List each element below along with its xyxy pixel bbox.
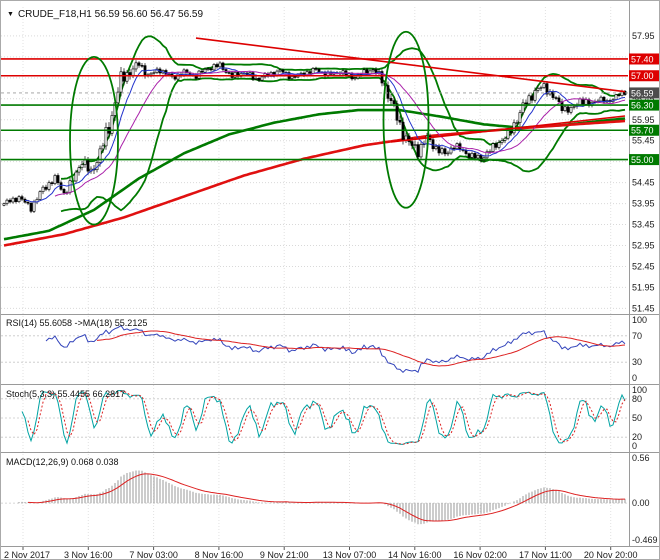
svg-text:56.59: 56.59 [631, 88, 654, 98]
svg-text:55.00: 55.00 [631, 155, 654, 165]
svg-text:0.56: 0.56 [632, 453, 650, 463]
svg-text:8 Nov 16:00: 8 Nov 16:00 [195, 550, 244, 560]
price-level-badges: 57.40 57.00 56.30 55.70 55.00 56.59 [629, 53, 659, 166]
svg-text:57.40: 57.40 [631, 54, 654, 64]
rsi-pane-label: RSI(14) 55.6058 ->MA(18) 55.2125 [6, 318, 148, 328]
svg-text:-0.469: -0.469 [632, 535, 658, 545]
svg-text:13 Nov 07:00: 13 Nov 07:00 [323, 550, 377, 560]
svg-text:30: 30 [632, 357, 642, 367]
annotation-ellipse[interactable] [382, 30, 430, 209]
svg-text:51.45: 51.45 [632, 303, 655, 313]
svg-text:53.95: 53.95 [632, 199, 655, 209]
rsi-pane [1, 324, 628, 373]
grid-layer [1, 7, 628, 546]
svg-text:70: 70 [632, 331, 642, 341]
annotation-ellipse[interactable] [69, 55, 119, 226]
svg-text:9 Nov 21:00: 9 Nov 21:00 [260, 550, 309, 560]
rsi-ma-line [96, 330, 626, 367]
macd-pane [1, 470, 628, 525]
svg-text:0: 0 [632, 373, 637, 383]
price-axis-strip [629, 1, 659, 559]
symbol-ohlc-readout: CRUDE_F18,H1 56.59 56.60 56.47 56.59 [17, 9, 204, 20]
svg-text:20 Nov 20:00: 20 Nov 20:00 [584, 550, 638, 560]
svg-text:50: 50 [632, 413, 642, 423]
svg-text:55.45: 55.45 [632, 136, 655, 146]
svg-text:52.45: 52.45 [632, 261, 655, 271]
svg-text:56.30: 56.30 [631, 101, 654, 111]
svg-text:51.95: 51.95 [632, 282, 655, 292]
main-price-pane [1, 30, 628, 247]
stochastic-pane [1, 389, 628, 445]
symbol-title: ▼ CRUDE_F18,H1 56.59 56.60 56.47 56.59 [7, 9, 203, 20]
stoch-d-line [27, 390, 626, 445]
bollinger-lower-band [60, 76, 626, 213]
svg-text:53.45: 53.45 [632, 220, 655, 230]
ascending-support-trendline[interactable] [390, 115, 626, 143]
svg-text:80: 80 [632, 394, 642, 404]
svg-text:2 Nov 2017: 2 Nov 2017 [4, 550, 50, 560]
time-axis: 2 Nov 2017 3 Nov 16:00 7 Nov 03:00 8 Nov 16… [4, 547, 638, 560]
macd-pane-label: MACD(12,26,9) 0.068 0.038 [6, 457, 119, 467]
svg-text:14 Nov 16:00: 14 Nov 16:00 [388, 550, 442, 560]
svg-text:52.95: 52.95 [632, 241, 655, 251]
macd-signal-line [27, 473, 625, 522]
svg-text:54.45: 54.45 [632, 178, 655, 188]
svg-text:3 Nov 16:00: 3 Nov 16:00 [64, 550, 113, 560]
fast-ma-18 [54, 70, 626, 197]
stoch-pane-label: Stoch(5,3,3) 55.4455 66.2817 [6, 389, 126, 399]
svg-text:55.70: 55.70 [631, 126, 654, 136]
horizontal-level-lines [1, 58, 628, 161]
svg-text:20: 20 [632, 432, 642, 442]
chart-dropdown-icon[interactable]: ▼ [7, 11, 14, 18]
svg-text:57.95: 57.95 [632, 31, 655, 41]
svg-text:0.00: 0.00 [632, 498, 650, 508]
svg-text:56.45: 56.45 [632, 94, 655, 104]
svg-text:16 Nov 02:00: 16 Nov 02:00 [453, 550, 507, 560]
descending-resistance-trendline[interactable] [195, 37, 626, 93]
svg-text:17 Nov 11:00: 17 Nov 11:00 [519, 550, 572, 560]
svg-text:57.00: 57.00 [631, 71, 654, 81]
svg-text:55.95: 55.95 [632, 115, 655, 125]
svg-text:0: 0 [632, 441, 637, 451]
stoch-k-line [21, 389, 626, 445]
svg-text:100: 100 [632, 385, 647, 395]
svg-text:7 Nov 03:00: 7 Nov 03:00 [129, 550, 178, 560]
svg-text:100: 100 [632, 315, 647, 325]
